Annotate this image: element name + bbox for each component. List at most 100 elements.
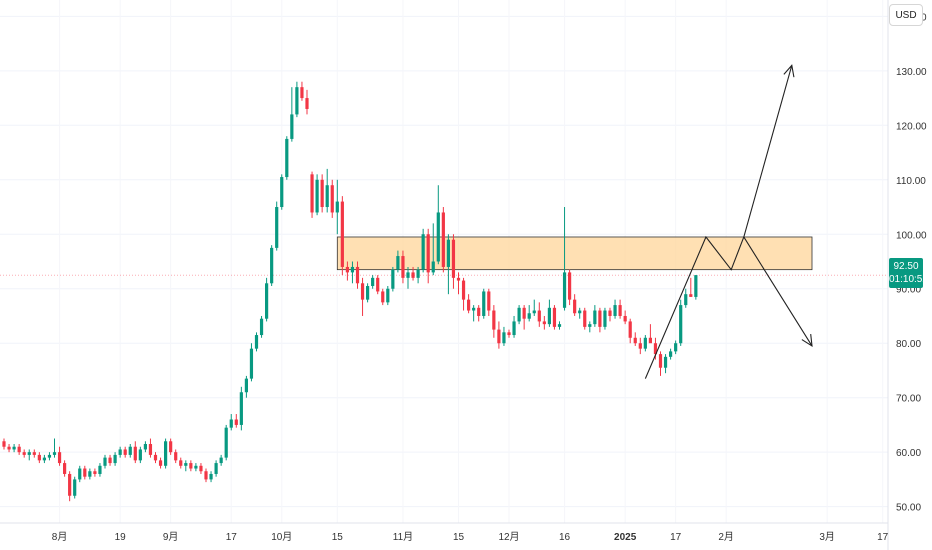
candle-body bbox=[113, 454, 117, 464]
candle bbox=[78, 465, 82, 483]
candle-body bbox=[482, 291, 486, 316]
candle bbox=[643, 335, 647, 352]
candle-body bbox=[694, 275, 698, 297]
time-tick-label: 17 bbox=[877, 532, 889, 543]
time-axis[interactable]: 8月 19 9月 17 10月 15 11月 15 12月 16 2025 17 2月 3月 17 bbox=[52, 531, 889, 543]
candle-body bbox=[679, 305, 683, 344]
candle bbox=[401, 250, 405, 284]
candle bbox=[477, 305, 481, 322]
candle bbox=[153, 452, 158, 464]
candle-body bbox=[295, 87, 299, 115]
candle-body bbox=[552, 307, 557, 327]
candle-body bbox=[204, 471, 208, 480]
candle-body bbox=[98, 465, 102, 474]
candle-body bbox=[17, 446, 21, 453]
candle-body bbox=[492, 310, 496, 330]
candle-body bbox=[618, 305, 622, 316]
projection-drawing[interactable] bbox=[644, 64, 813, 379]
candle-body bbox=[532, 310, 536, 314]
candle-body bbox=[57, 452, 62, 464]
candle bbox=[472, 305, 476, 322]
candle bbox=[573, 294, 577, 316]
price-tick-label: 90.00 bbox=[896, 285, 921, 296]
candle bbox=[694, 275, 698, 300]
candle bbox=[527, 305, 531, 322]
candle bbox=[436, 185, 440, 265]
candle-body bbox=[108, 457, 112, 464]
candle-body bbox=[138, 449, 142, 461]
candle-body bbox=[335, 201, 339, 213]
candle-body bbox=[244, 378, 248, 393]
bearish-arrow-head bbox=[801, 333, 813, 348]
candle-body bbox=[52, 452, 57, 455]
resistance-zone[interactable] bbox=[336, 236, 813, 271]
candle bbox=[280, 174, 284, 210]
candle-body bbox=[593, 310, 597, 325]
candle-body bbox=[169, 441, 173, 453]
candle bbox=[340, 196, 344, 276]
candle bbox=[497, 321, 501, 349]
candle bbox=[32, 449, 36, 458]
candle bbox=[209, 471, 213, 483]
candle bbox=[123, 446, 127, 458]
candle bbox=[658, 351, 663, 376]
candle bbox=[305, 89, 309, 115]
candle bbox=[83, 465, 87, 480]
currency-button[interactable]: USD bbox=[889, 4, 923, 26]
candle-body bbox=[446, 239, 450, 267]
candle bbox=[568, 269, 572, 306]
candle-body bbox=[441, 212, 445, 267]
candle bbox=[588, 321, 592, 333]
candle-body bbox=[68, 473, 72, 496]
candle bbox=[174, 449, 178, 464]
candle-body bbox=[522, 307, 526, 319]
candle-body bbox=[360, 283, 365, 300]
candle bbox=[669, 348, 673, 360]
price-tick-label: 120.00 bbox=[896, 121, 927, 132]
candle-body bbox=[684, 294, 688, 306]
candle bbox=[169, 438, 173, 455]
candle bbox=[613, 299, 617, 319]
candle bbox=[406, 266, 410, 289]
candle-body bbox=[22, 452, 26, 455]
price-tick-label: 130.00 bbox=[896, 67, 927, 78]
candle-body bbox=[83, 468, 87, 477]
time-tick-label: 11月 bbox=[393, 531, 413, 543]
candle bbox=[113, 452, 117, 466]
candle-body bbox=[386, 288, 390, 303]
time-tick-label: 2月 bbox=[718, 531, 734, 543]
bullish-arrow-line[interactable] bbox=[743, 65, 793, 238]
candle-body bbox=[603, 310, 607, 327]
candle bbox=[164, 438, 168, 469]
candle-body bbox=[148, 444, 153, 455]
candle bbox=[27, 449, 31, 461]
candle bbox=[259, 315, 264, 338]
candle bbox=[42, 454, 46, 464]
candle bbox=[416, 266, 420, 284]
candle-body bbox=[401, 256, 405, 278]
candle-body bbox=[280, 177, 284, 208]
candle bbox=[684, 288, 688, 308]
candle bbox=[270, 245, 274, 287]
zigzag-path[interactable] bbox=[644, 235, 813, 379]
candle-body bbox=[355, 266, 360, 284]
candle bbox=[214, 460, 218, 477]
candle bbox=[290, 87, 294, 142]
candle bbox=[148, 438, 153, 458]
candle bbox=[371, 275, 375, 289]
candle-body bbox=[32, 452, 36, 455]
candle-body bbox=[229, 419, 233, 428]
candle bbox=[451, 234, 456, 289]
candle-body bbox=[674, 343, 678, 352]
price-tick-label: 70.00 bbox=[896, 394, 921, 405]
candle bbox=[603, 307, 607, 330]
time-tick-label: 19 bbox=[115, 532, 127, 543]
candle-body bbox=[103, 457, 107, 466]
candle-body bbox=[123, 449, 127, 455]
price-tick-label: 50.00 bbox=[896, 503, 921, 514]
candle bbox=[17, 444, 21, 455]
candle bbox=[189, 460, 193, 472]
candle bbox=[360, 277, 365, 316]
candle bbox=[103, 454, 107, 469]
